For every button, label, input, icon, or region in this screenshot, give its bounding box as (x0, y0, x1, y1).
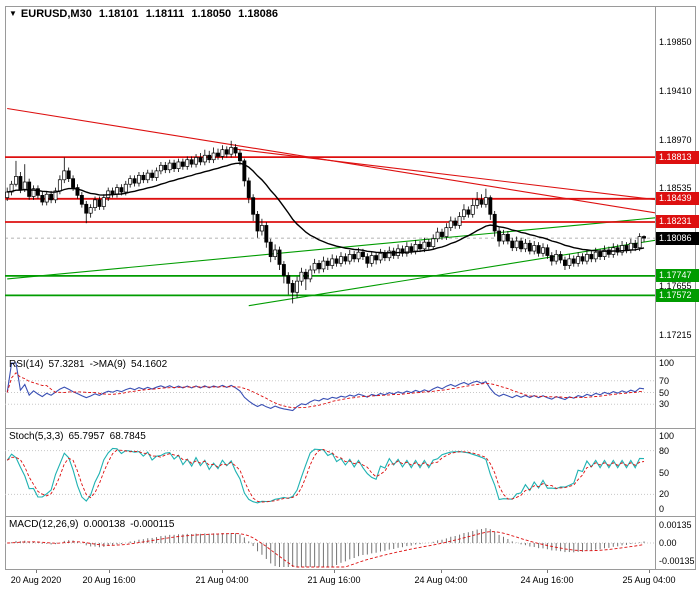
stoch-tick: 0 (659, 504, 665, 514)
rsi-ma-value: 54.1602 (131, 359, 168, 370)
rsi-panel-canvas[interactable] (5, 357, 655, 428)
candles (5, 140, 646, 304)
macd-indicator-label: MACD(12,26,9) 0.000138 -0.000115 (9, 519, 179, 530)
stoch-indicator-label: Stoch(5,3,3) 65.7957 68.7845 (9, 431, 151, 442)
stoch-tick: 20 (659, 489, 670, 499)
time-label: 21 Aug 04:00 (195, 575, 249, 585)
rsi-tick: 70 (659, 376, 670, 386)
quote-low: 1.18050 (191, 8, 232, 20)
rsi-tick: 50 (659, 388, 670, 398)
time-label: 24 Aug 16:00 (520, 575, 574, 585)
price-tick: 1.18535 (659, 183, 692, 193)
resistance-badge: 1.18439 (656, 192, 699, 205)
quote-bar: ▼ EURUSD,M30 1.18101 1.18111 1.18050 1.18… (9, 8, 282, 20)
time-label: 21 Aug 16:00 (307, 575, 361, 585)
symbol-label: EURUSD,M30 (20, 8, 92, 20)
price-tick: 1.19410 (659, 86, 692, 96)
panel-separator[interactable] (5, 356, 696, 357)
symbol-dropdown-icon[interactable]: ▼ (9, 9, 17, 18)
price-tick: 1.17215 (659, 330, 692, 340)
price-tick: 1.18970 (659, 135, 692, 145)
resistance-badge: 1.18231 (656, 215, 699, 228)
rsi-ma-name: ->MA(9) (89, 359, 127, 370)
quote-high: 1.18111 (145, 8, 185, 20)
rsi-indicator-label: RSI(14) 57.3281 ->MA(9) 54.1602 (9, 359, 172, 370)
ma-line (7, 162, 645, 254)
time-tick (334, 570, 335, 573)
macd-histogram (11, 528, 645, 567)
time-tick (649, 570, 650, 573)
support-badge: 1.17747 (656, 269, 699, 282)
stoch-signal-value: 68.7845 (109, 431, 146, 442)
stoch-tick: 100 (659, 431, 675, 441)
stoch-value: 65.7957 (68, 431, 105, 442)
price-tick: 1.17655 (659, 281, 692, 291)
time-tick (109, 570, 110, 573)
time-label: 25 Aug 04:00 (622, 575, 676, 585)
stoch-name: Stoch(5,3,3) (9, 431, 64, 442)
support-badge: 1.17572 (656, 289, 699, 302)
time-tick (222, 570, 223, 573)
price-tick: 1.19850 (659, 37, 692, 47)
time-axis[interactable]: 20 Aug 2020 20 Aug 16:00 21 Aug 04:00 21 Au… (5, 570, 696, 598)
rsi-tick: 100 (659, 358, 675, 368)
time-label: 20 Aug 16:00 (82, 575, 136, 585)
macd-value: 0.000138 (83, 519, 126, 530)
time-tick (547, 570, 548, 573)
panel-separator[interactable] (5, 428, 696, 429)
time-tick (441, 570, 442, 573)
stoch-tick: 80 (659, 446, 670, 456)
price-axis[interactable]: 1.198501.194101.189701.185351.180951.176… (656, 0, 700, 600)
main-chart-canvas[interactable] (5, 6, 655, 356)
current-price-badge: 1.18086 (656, 232, 699, 245)
stoch-panel-canvas[interactable] (5, 429, 655, 516)
rsi-ma-line (6, 372, 645, 409)
rsi-tick: 30 (659, 399, 670, 409)
rsi-value: 57.3281 (48, 359, 85, 370)
stoch-d-line (6, 449, 645, 503)
macd-name: MACD(12,26,9) (9, 519, 79, 530)
macd-tick: 0.00 (659, 538, 677, 548)
chart-frame (5, 6, 696, 570)
quote-open: 1.18101 (98, 8, 139, 20)
macd-tick: 0.00135 (659, 520, 692, 530)
macd-signal-value: -0.000115 (130, 519, 175, 530)
time-label: 24 Aug 04:00 (414, 575, 468, 585)
stoch-tick: 50 (659, 468, 670, 478)
macd-tick: -0.00135 (659, 556, 695, 566)
macd-panel-canvas[interactable] (5, 517, 655, 569)
time-tick (36, 570, 37, 573)
rsi-line (6, 362, 645, 412)
resistance-badge: 1.18813 (656, 151, 699, 164)
price-axis-separator (655, 6, 656, 570)
time-label: 20 Aug 2020 (10, 575, 62, 585)
rsi-name: RSI(14) (9, 359, 44, 370)
panel-separator[interactable] (5, 516, 696, 517)
macd-signal-line (7, 531, 645, 568)
quote-close: 1.18086 (238, 8, 278, 20)
trendline (7, 217, 655, 280)
